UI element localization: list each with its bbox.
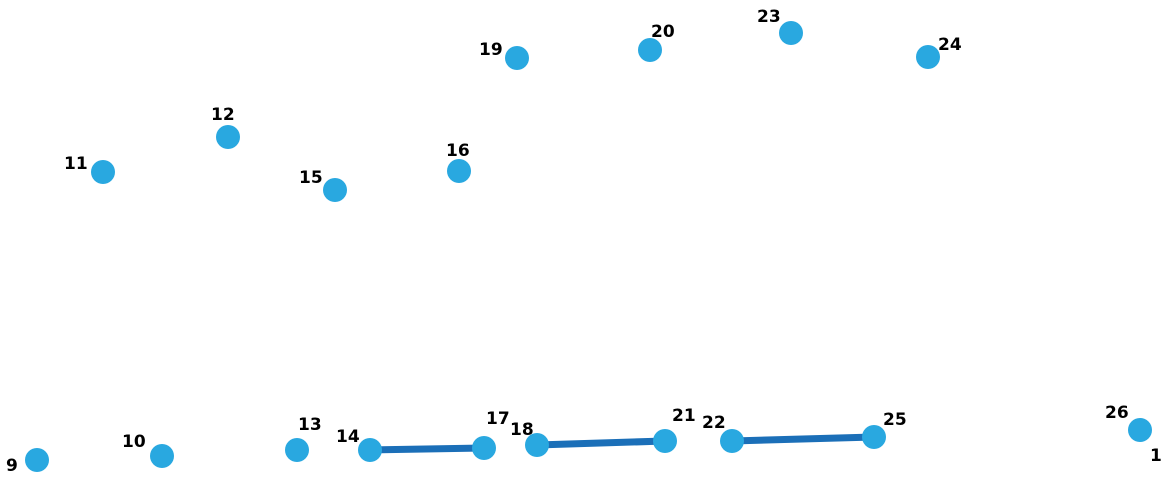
dot-14[interactable] [358, 438, 382, 462]
dot-label-12: 12 [211, 105, 235, 125]
dot-label-10: 10 [122, 432, 146, 452]
line-22-25 [728, 433, 878, 445]
dot-label-21: 21 [672, 406, 696, 426]
numbered-dots [25, 21, 1152, 472]
dot-label-19: 19 [479, 40, 503, 60]
dot-16[interactable] [447, 159, 471, 183]
dot-label-24: 24 [938, 35, 962, 55]
line-14-17 [366, 444, 488, 454]
connecting-lines [366, 433, 878, 454]
dot-22[interactable] [720, 429, 744, 453]
dot-label-25: 25 [883, 410, 907, 430]
dot-label-18: 18 [510, 420, 534, 440]
dot-label-23: 23 [757, 7, 781, 27]
dot-label-1: 1 [1150, 446, 1162, 466]
dot-label-17: 17 [486, 409, 510, 429]
dot-10[interactable] [150, 444, 174, 468]
dot-15[interactable] [323, 178, 347, 202]
dot-label-20: 20 [651, 22, 675, 42]
dot-label-13: 13 [298, 415, 322, 435]
dot-21[interactable] [653, 429, 677, 453]
dot-18[interactable] [525, 433, 549, 457]
dot-19[interactable] [505, 46, 529, 70]
dot-11[interactable] [91, 160, 115, 184]
dot-17[interactable] [472, 436, 496, 460]
dot-20[interactable] [638, 38, 662, 62]
dot-23[interactable] [779, 21, 803, 45]
dot-label-22: 22 [702, 413, 726, 433]
dot-13[interactable] [285, 438, 309, 462]
dot-26[interactable] [1128, 418, 1152, 442]
dot-label-16: 16 [446, 141, 470, 161]
dot-25[interactable] [862, 425, 886, 449]
dot-label-26: 26 [1105, 403, 1129, 423]
dot-label-15: 15 [299, 168, 323, 188]
dot-9[interactable] [25, 448, 49, 472]
line-18-21 [533, 437, 669, 449]
dot-label-9: 9 [6, 456, 18, 476]
dot-12[interactable] [216, 125, 240, 149]
dot-24[interactable] [916, 45, 940, 69]
dot-label-11: 11 [64, 154, 88, 174]
dot-label-14: 14 [336, 427, 360, 447]
